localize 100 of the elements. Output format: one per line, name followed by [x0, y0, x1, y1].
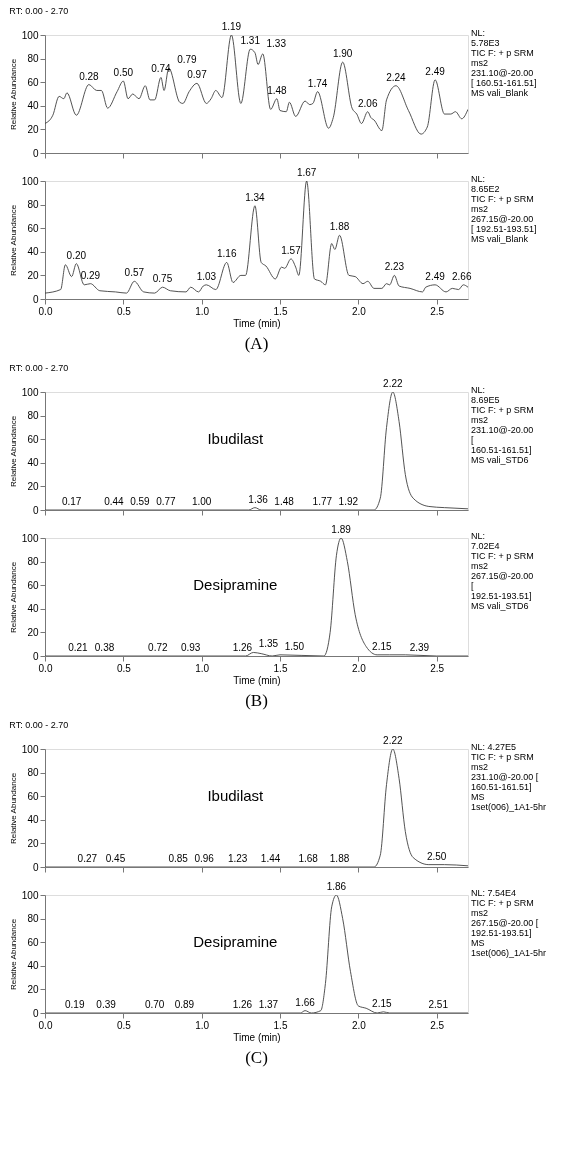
annotation: 1.35: [258, 638, 279, 650]
text: NL: 7.54E4 TIC F: + p SRM ms2 267.15@-20.00 [ 192.51-193.51] MS 1set(006)_1A1-5hr: [471, 888, 547, 958]
y-tick-label: 20: [27, 837, 39, 849]
annotation: 1.88: [329, 221, 350, 233]
x-tick-label: 1.0: [195, 662, 210, 674]
y-tick-label: 40: [27, 603, 39, 615]
y-tick-label: 80: [27, 556, 39, 568]
y-axis-title: Relative Abundance: [8, 415, 18, 488]
text: Desipramine: [193, 576, 278, 594]
x-tick-label: 0.0: [38, 1019, 53, 1031]
annotation: 1.00: [191, 496, 212, 507]
annotation: 0.50: [113, 67, 134, 79]
annotation: 0.39: [96, 999, 117, 1010]
x-tick-label: 1.5: [273, 1019, 288, 1031]
chart-title: RT: 0.00 - 2.70: [9, 6, 69, 16]
annotation: 2.15: [372, 640, 392, 652]
y-tick-label: 100: [21, 175, 39, 187]
y-tick-label: 60: [27, 579, 39, 591]
y-tick-label: 60: [27, 936, 39, 948]
annotation: 2.50: [426, 850, 447, 862]
annotation: 1.34: [245, 191, 266, 203]
annotation: 2.15: [372, 997, 392, 1009]
annotation: 0.45: [105, 853, 126, 864]
annotation: 0.44: [104, 496, 125, 507]
y-tick-label: 60: [27, 433, 39, 445]
annotation: 1.26: [232, 642, 253, 653]
text: Ibudilast: [207, 787, 265, 805]
x-tick-label: 0.5: [116, 662, 132, 674]
text: NL: 8.65E2 TIC F: + p SRM ms2 267.15@-20.00 [ 192.51-193.51] MS vali_Blank: [471, 174, 537, 244]
x-axis-title: Time (min): [233, 1031, 281, 1043]
y-axis-title: Relative Abundance: [8, 204, 18, 277]
annotation: 2.49: [425, 270, 446, 282]
annotation: 1.68: [298, 853, 319, 864]
annotation: 2.22: [383, 378, 403, 389]
annotation: 1.37: [258, 999, 279, 1010]
x-tick-label: 0.5: [116, 1019, 132, 1031]
y-tick-label: 40: [27, 457, 39, 469]
x-tick-label: 2.0: [351, 305, 367, 317]
x-axis-title: Time (min): [233, 317, 281, 329]
y-tick-label: 0: [32, 650, 39, 662]
annotation: 2.66: [452, 270, 472, 282]
x-tick-label: 2.5: [430, 662, 445, 674]
y-tick-label: 40: [27, 246, 39, 258]
y-tick-label: 80: [27, 53, 39, 65]
annotation: 0.74: [151, 63, 172, 75]
y-tick-label: 80: [27, 913, 39, 925]
x-tick-label: 1.0: [195, 1019, 210, 1031]
y-tick-label: 100: [21, 532, 39, 544]
annotation: 0.27: [77, 853, 98, 864]
y-tick-label: 20: [27, 626, 39, 638]
y-tick-label: 20: [27, 269, 39, 281]
y-tick-label: 40: [27, 960, 39, 972]
text: NL: 8.69E5 TIC F: + p SRM ms2 231.10@-20.00 [ 160.51-161.51] MS vali_STD6: [471, 385, 534, 465]
annotation: 1.16: [217, 248, 237, 260]
y-tick-label: 80: [27, 767, 39, 779]
y-tick-label: 0: [32, 1007, 39, 1019]
annotation: 0.17: [61, 496, 82, 507]
annotation: 1.90: [332, 48, 353, 60]
x-tick-label: 2.0: [351, 662, 367, 674]
annotation: 0.89: [174, 999, 195, 1010]
y-axis-title: Relative Abundance: [8, 918, 18, 991]
x-tick-label: 2.0: [351, 1019, 367, 1031]
annotation: 1.67: [296, 167, 317, 178]
annotation: 1.92: [338, 496, 359, 507]
text: NL: 5.78E3 TIC F: + p SRM ms2 231.10@-20.00 [ 160.51-161.51] MS vali_Blank: [471, 28, 537, 98]
annotation: 2.06: [358, 97, 378, 109]
x-tick-label: 0.0: [38, 305, 53, 317]
annotation: 0.85: [168, 853, 189, 864]
x-tick-label: 1.5: [273, 662, 288, 674]
annotation: 0.57: [124, 267, 145, 279]
y-tick-label: 80: [27, 410, 39, 422]
y-tick-label: 0: [32, 147, 39, 159]
y-tick-label: 100: [21, 889, 39, 901]
y-tick-label: 0: [32, 504, 39, 516]
annotation: 1.31: [240, 35, 261, 47]
annotation: 0.77: [156, 496, 177, 507]
annotation: 0.21: [68, 642, 89, 653]
annotation: 2.23: [384, 261, 405, 273]
annotation: 1.36: [248, 493, 269, 505]
annotation: 2.22: [383, 735, 403, 746]
y-tick-label: 40: [27, 814, 39, 826]
annotation: 1.86: [326, 881, 347, 892]
annotation: 1.26: [232, 999, 253, 1010]
line-series: [45, 35, 468, 135]
annotation: 1.48: [274, 496, 295, 507]
annotation: 2.49: [425, 65, 446, 77]
annotation: 1.44: [260, 853, 281, 864]
annotation: 0.38: [94, 642, 115, 653]
y-tick-label: 100: [21, 386, 39, 398]
text: (B): [245, 691, 268, 710]
annotation: 1.48: [267, 84, 288, 96]
annotation: 1.89: [331, 524, 352, 535]
y-axis-title: Relative Abundance: [8, 561, 18, 634]
text: Desipramine: [193, 933, 278, 951]
annotation: 1.77: [312, 496, 333, 507]
annotation: 1.19: [221, 21, 242, 32]
text: (A): [244, 334, 269, 353]
x-axis-title: Time (min): [233, 674, 281, 686]
annotation: 0.75: [152, 273, 173, 285]
x-tick-label: 1.0: [195, 305, 210, 317]
